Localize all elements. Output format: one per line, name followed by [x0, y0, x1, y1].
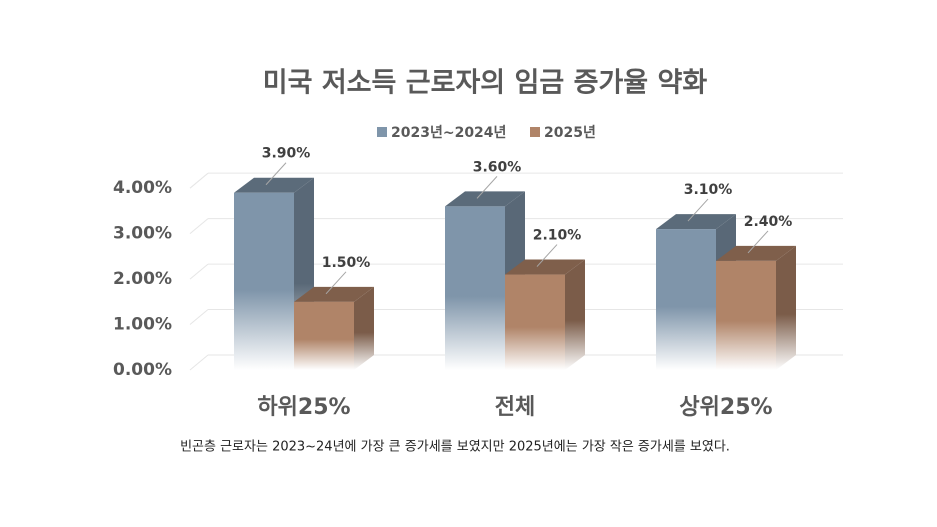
bar-top [505, 259, 585, 275]
legend-label: 2023년~2024년 [391, 125, 506, 141]
bar [234, 192, 294, 370]
leader-line [687, 198, 709, 222]
grid-line [189, 263, 209, 280]
bar [656, 229, 716, 370]
x-tick-label: 상위25% [679, 395, 772, 420]
note: 빈곤층 근로자는 2023~24년에 가장 큰 증가세를 보였지만 2025년에… [180, 440, 730, 455]
y-tick-label: 2.00% [113, 269, 172, 289]
grid-line [189, 354, 209, 371]
bar [294, 301, 354, 370]
legend-swatch [530, 127, 540, 137]
legend-swatch [377, 127, 387, 137]
value-label: 3.90% [262, 146, 311, 162]
y-tick-label: 3.00% [113, 224, 172, 244]
value-label: 1.50% [322, 255, 371, 271]
bar [445, 206, 505, 370]
leader-line [476, 176, 498, 199]
grid-line [189, 172, 209, 189]
x-tick-label: 하위25% [257, 395, 350, 420]
bar [716, 260, 776, 370]
value-label: 3.10% [684, 182, 733, 198]
y-tick-label: 4.00% [113, 178, 172, 198]
bar-top [234, 177, 314, 193]
grid-line [189, 309, 209, 325]
value-label: 2.10% [533, 228, 582, 244]
x-tick-label: 전체 [495, 395, 535, 420]
value-label: 2.40% [744, 214, 793, 230]
grid-line [189, 218, 209, 235]
bar-side [776, 245, 796, 370]
bar-top [716, 245, 796, 261]
leader-line [265, 162, 287, 186]
bar [505, 274, 565, 370]
bar-side [565, 259, 585, 370]
bar-top [445, 191, 525, 207]
bar-top [656, 214, 736, 230]
legend-label: 2025년 [544, 125, 596, 141]
leader-line [747, 230, 769, 254]
value-label: 3.60% [473, 159, 522, 175]
leader-line [325, 271, 347, 295]
leader-line [536, 244, 558, 267]
y-tick-label: 0.00% [113, 360, 172, 380]
y-tick-label: 1.00% [113, 315, 172, 335]
chart-title: 미국 저소득 근로자의 임금 증가율 약화 [263, 68, 708, 99]
bar-side [354, 286, 374, 370]
bar-top [294, 286, 374, 302]
